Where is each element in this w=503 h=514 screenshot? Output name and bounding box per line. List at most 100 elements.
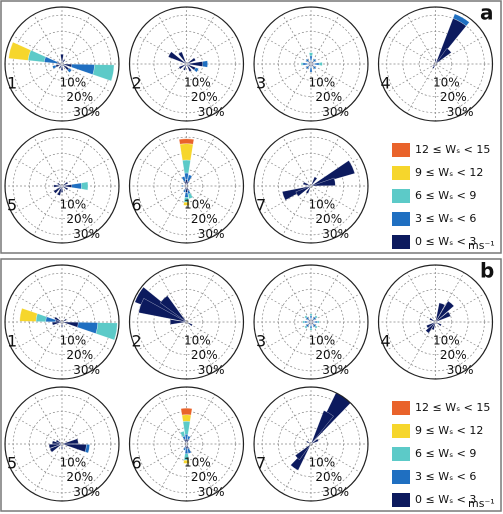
spoke: [406, 321, 436, 372]
rose-title: 7: [256, 196, 266, 215]
rose-title: 2: [132, 332, 142, 351]
spoke: [61, 394, 91, 445]
petal-segment: [92, 64, 115, 82]
petal-segment: [52, 65, 57, 69]
rose-outline: [253, 128, 369, 244]
petal-segment: [181, 176, 186, 182]
petal-segment: [302, 320, 305, 324]
spoke: [261, 35, 312, 65]
spoke: [33, 272, 63, 323]
spoke: [406, 63, 436, 114]
petal-segment: [61, 185, 69, 191]
spoke: [186, 185, 216, 236]
r-tick-label: 30%: [198, 227, 225, 241]
r-tick-label: 10%: [184, 197, 211, 211]
grid-ring: [29, 411, 95, 477]
spoke: [136, 443, 187, 473]
legend-swatch: [392, 470, 410, 484]
spoke: [186, 415, 237, 445]
legend-label: 0 ≤ Wₛ < 3: [415, 493, 476, 506]
r-tick-label: 20%: [66, 348, 93, 362]
r-tick-label: 20%: [191, 90, 218, 104]
grid-ring: [45, 305, 79, 339]
petal-segment: [81, 181, 89, 191]
petal-segment: [314, 320, 318, 324]
spoke: [310, 185, 361, 215]
spoke: [61, 415, 112, 445]
spoke: [435, 35, 486, 65]
grid-ring: [12, 394, 112, 494]
petal-segment: [8, 41, 31, 61]
petal-segment: [187, 174, 193, 182]
spoke: [310, 293, 361, 323]
rose-outline: [128, 264, 245, 380]
r-tick-label: 30%: [322, 227, 349, 241]
petal-segment: [304, 325, 308, 329]
r-tick-label: 10%: [60, 197, 87, 211]
spoke: [282, 321, 312, 372]
rose-outline: [128, 386, 245, 502]
petal-segment: [187, 192, 194, 199]
spoke: [310, 63, 361, 93]
spoke: [33, 443, 63, 494]
petal-segment: [312, 65, 317, 70]
r-tick-label: 10%: [309, 197, 336, 211]
spoke: [282, 185, 312, 236]
petal-segment: [134, 286, 187, 323]
petal-segment: [295, 185, 312, 197]
grid-ring: [402, 289, 469, 355]
petal-segment: [186, 321, 193, 327]
petal-segment: [302, 181, 312, 187]
petal-segment: [178, 63, 187, 70]
legend-swatch: [392, 424, 410, 438]
petal-segment: [178, 51, 187, 65]
petal-segment: [435, 47, 452, 65]
r-tick-label: 20%: [191, 348, 218, 362]
petal-segment: [181, 414, 192, 422]
petal-segment: [55, 439, 63, 445]
r-tick-label: 20%: [315, 348, 342, 362]
r-tick-label: 20%: [66, 212, 93, 226]
petal-segment: [305, 185, 312, 194]
r-tick-label: 20%: [66, 90, 93, 104]
petal-segment: [309, 52, 313, 57]
spoke: [435, 63, 465, 114]
spoke: [136, 415, 187, 445]
spoke: [61, 14, 91, 65]
spoke: [12, 415, 63, 445]
rose-outline: [253, 6, 369, 122]
legend-swatch: [392, 166, 410, 180]
petal-segment: [53, 184, 63, 188]
petal-segment: [431, 321, 436, 331]
spoke: [12, 293, 63, 323]
spoke: [12, 35, 63, 65]
r-tick-label: 30%: [198, 363, 225, 377]
petal-segment: [53, 185, 63, 194]
spoke: [186, 14, 216, 65]
petal-segment: [426, 321, 436, 329]
rose-title: 5: [7, 196, 17, 215]
grid-ring: [418, 47, 453, 81]
rose-outline: [4, 6, 120, 122]
spoke: [282, 63, 312, 114]
spoke: [310, 63, 340, 114]
petal-segment: [435, 311, 451, 323]
grid-ring: [386, 272, 485, 372]
rose-title: 4: [381, 74, 391, 93]
r-tick-label: 30%: [73, 105, 100, 119]
petal-segment: [309, 315, 313, 319]
petal-segment: [186, 57, 196, 65]
legend-unit: ms⁻¹: [468, 497, 495, 510]
petal-segment: [435, 300, 455, 323]
grid-ring: [29, 153, 95, 219]
spoke: [61, 293, 112, 323]
spoke: [186, 272, 216, 323]
petal-segment: [183, 446, 187, 451]
petal-segment: [60, 54, 64, 65]
grid-ring: [12, 14, 112, 114]
r-tick-label: 30%: [198, 485, 225, 499]
spoke: [33, 394, 63, 445]
spoke: [12, 157, 63, 187]
spoke: [385, 63, 436, 93]
r-tick-label: 30%: [73, 363, 100, 377]
